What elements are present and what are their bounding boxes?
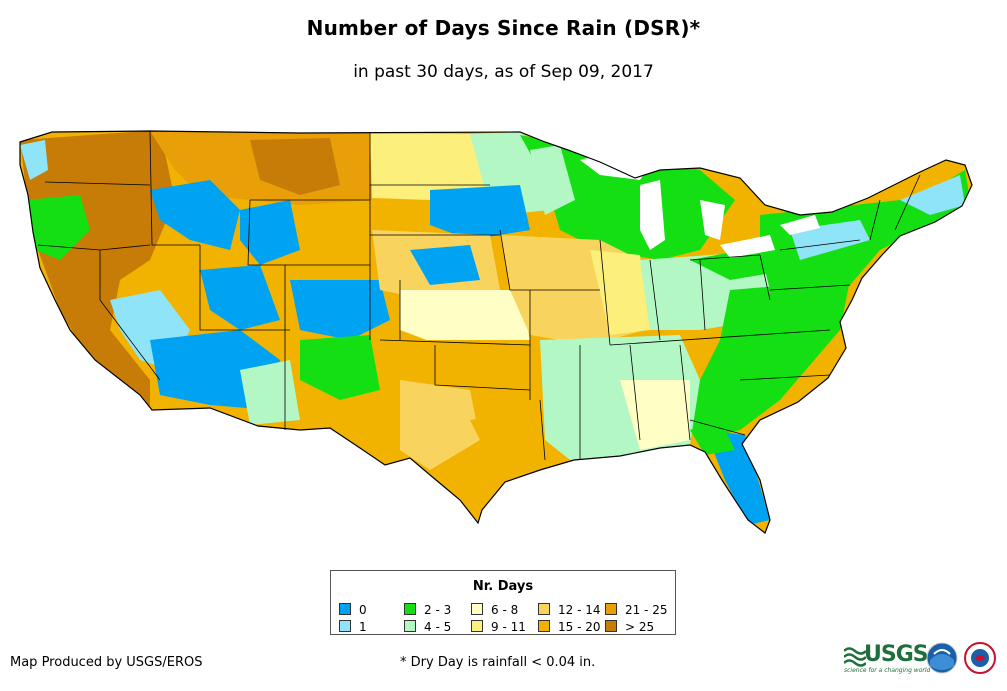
usgs-logo: USGS	[864, 642, 929, 667]
legend-item-5: 9 - 11	[471, 620, 526, 634]
legend-item-3: 4 - 5	[404, 620, 452, 634]
legend-label: 12 - 14	[558, 603, 601, 617]
agency-logos: USGS science for a changing world	[842, 636, 1002, 680]
map-title: Number of Days Since Rain (DSR)*	[306, 16, 701, 40]
legend-item-2: 2 - 3	[404, 603, 452, 617]
map-credit: Map Produced by USGS/EROS	[10, 655, 203, 670]
legend-swatch	[538, 620, 550, 632]
legend-label: 1	[359, 620, 367, 634]
legend-label: 9 - 11	[491, 620, 526, 634]
legend-swatch	[404, 603, 416, 615]
legend-item-6: 12 - 14	[538, 603, 601, 617]
legend-label: 4 - 5	[424, 620, 452, 634]
nws-logo-icon	[964, 642, 996, 674]
legend-swatch	[538, 603, 550, 615]
legend-swatch	[339, 620, 351, 632]
legend-label: 21 - 25	[625, 603, 668, 617]
legend-item-0: 0	[339, 603, 367, 617]
legend-swatch	[471, 603, 483, 615]
legend-swatch	[605, 603, 617, 615]
legend-label: 15 - 20	[558, 620, 601, 634]
legend-label: 2 - 3	[424, 603, 452, 617]
legend-label: 6 - 8	[491, 603, 519, 617]
legend-title: Nr. Days	[472, 579, 534, 594]
legend-item-9: > 25	[605, 620, 655, 634]
legend: Nr. Days 0 1 2 - 3 4 - 5 6 - 8 9 - 11 12…	[330, 570, 676, 635]
legend-label: > 25	[625, 620, 655, 634]
legend-item-8: 21 - 25	[605, 603, 668, 617]
usgs-tagline: science for a changing world	[844, 667, 931, 674]
legend-item-1: 1	[339, 620, 367, 634]
legend-swatch	[339, 603, 351, 615]
legend-swatch	[605, 620, 617, 632]
dry-day-footnote: * Dry Day is rainfall < 0.04 in.	[400, 655, 596, 670]
state-borders	[37, 130, 921, 461]
usgs-wave-icon	[844, 647, 866, 667]
noaa-logo-icon	[926, 642, 958, 674]
legend-swatch	[471, 620, 483, 632]
legend-item-4: 6 - 8	[471, 603, 519, 617]
legend-item-7: 15 - 20	[538, 620, 601, 634]
legend-label: 0	[359, 603, 367, 617]
legend-swatch	[404, 620, 416, 632]
map-subtitle: in past 30 days, as of Sep 09, 2017	[353, 62, 654, 82]
